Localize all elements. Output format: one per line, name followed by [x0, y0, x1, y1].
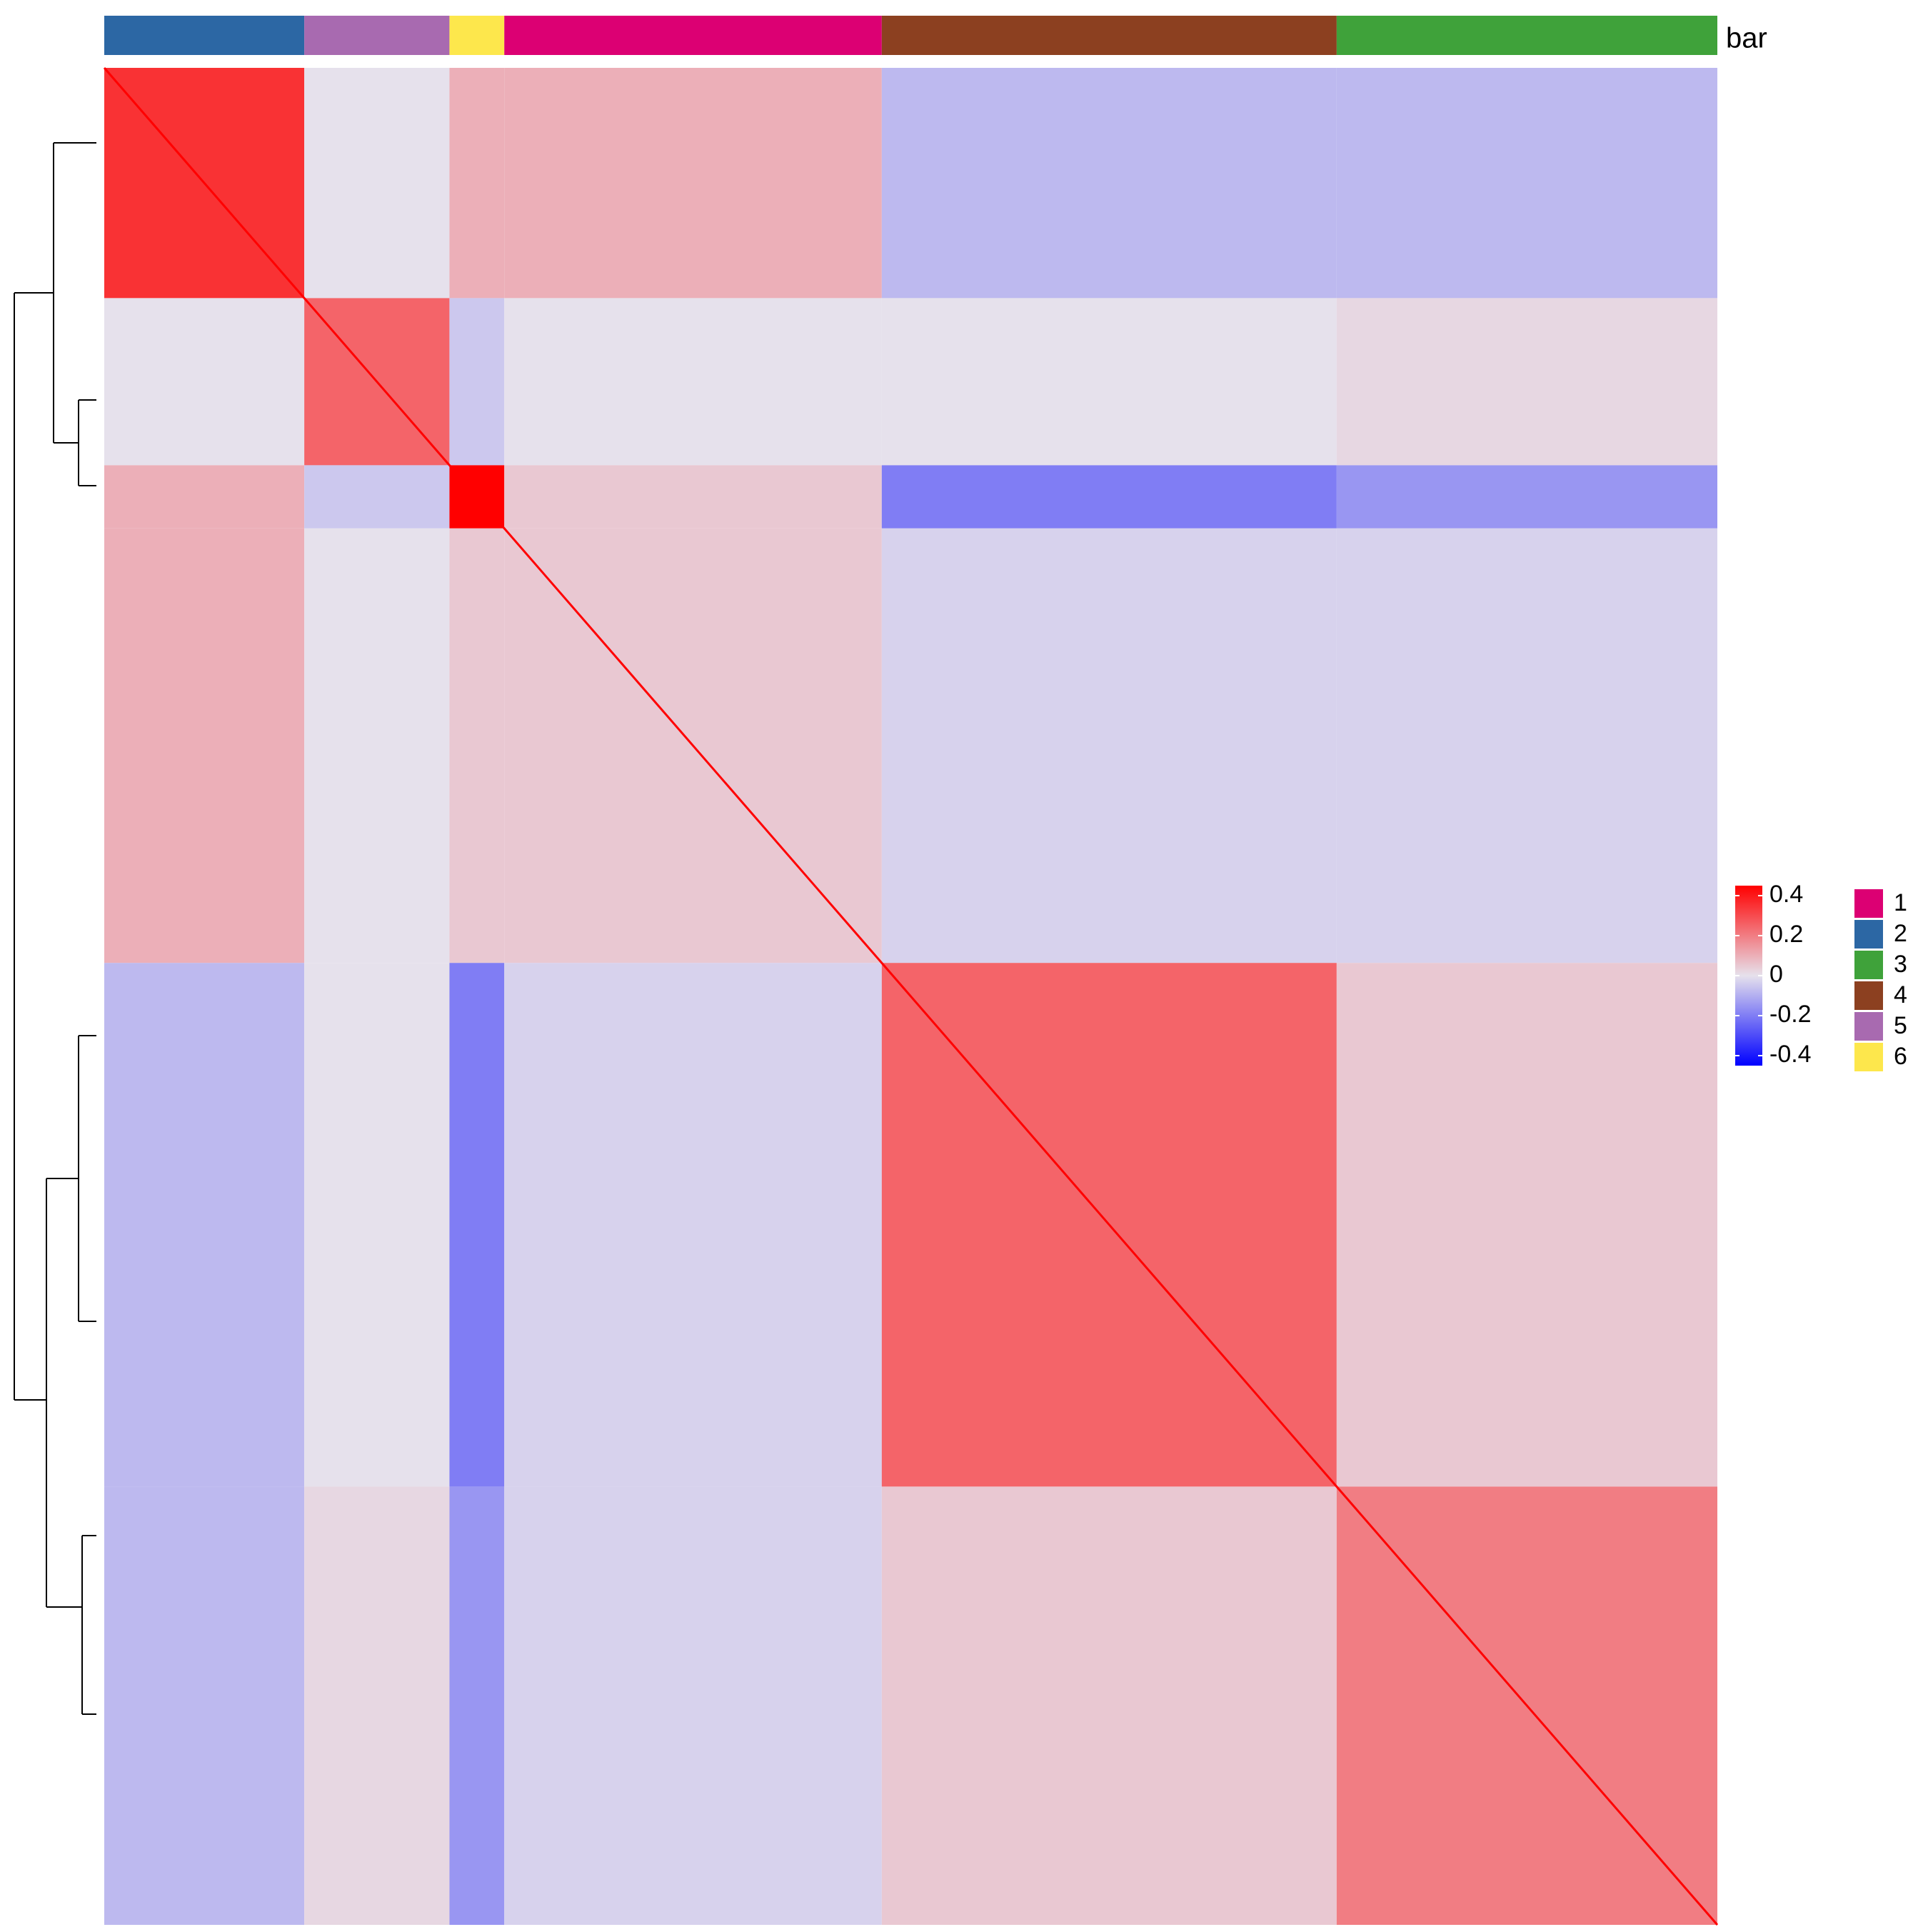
heatmap-cell: [504, 68, 882, 299]
heatmap-cell: [881, 298, 1337, 466]
heatmap-cell: [1336, 963, 1717, 1487]
heatmap-cell: [304, 963, 450, 1487]
annotation-segment: [1336, 16, 1717, 55]
heatmap-cell: [304, 68, 450, 299]
heatmap-cell: [1336, 465, 1717, 529]
heatmap-cell: [449, 1486, 505, 1925]
dendrogram: [14, 142, 96, 1715]
heatmap-cell: [449, 68, 505, 299]
legend-label: 6: [1894, 1043, 1907, 1070]
legend-label: 1: [1894, 889, 1907, 916]
annotation-segment: [104, 16, 305, 55]
heatmap-cell: [881, 528, 1337, 964]
heatmap-cell: [881, 68, 1337, 299]
legend-label: 4: [1894, 981, 1907, 1008]
legend-swatch: [1854, 1012, 1883, 1041]
colorbar: [1735, 886, 1762, 1066]
legend-swatch: [1854, 981, 1883, 1010]
heatmap-cell: [504, 1486, 882, 1925]
annotation-segment: [881, 16, 1337, 55]
legend-swatch: [1854, 889, 1883, 918]
colorbar-tick-label: 0.2: [1769, 921, 1803, 948]
heatmap-cell: [449, 963, 505, 1487]
heatmap-cell: [104, 963, 305, 1487]
heatmap-cell: [1336, 298, 1717, 466]
heatmap-cell: [104, 528, 305, 964]
legend-label: 2: [1894, 920, 1907, 947]
heatmap-cell: [504, 298, 882, 466]
heatmap-cell: [304, 465, 450, 529]
heatmap-cell: [449, 298, 505, 466]
colorbar-tick-label: 0: [1769, 961, 1783, 988]
annotation-segment: [449, 16, 505, 55]
colorbar-tick-label: 0.4: [1769, 881, 1803, 908]
annotation-name: bar: [1726, 23, 1767, 54]
heatmap-cell: [104, 465, 305, 529]
heatmap-cell: [104, 298, 305, 466]
heatmap-cell: [449, 528, 505, 964]
diagonal: [103, 67, 1719, 1926]
heatmap-cell: [304, 528, 450, 964]
heatmap-cell: [504, 465, 882, 529]
legend-swatch: [1854, 951, 1883, 979]
heatmap-cell: [504, 963, 882, 1487]
legend-swatch: [1854, 920, 1883, 949]
colorbar-tick-label: -0.4: [1769, 1041, 1812, 1068]
heatmap-cell: [1336, 68, 1717, 299]
legend-swatch: [1854, 1043, 1883, 1071]
colorbar-tick-label: -0.2: [1769, 1001, 1812, 1028]
legend-label: 3: [1894, 951, 1907, 978]
heatmap-cell: [1336, 528, 1717, 964]
heatmap-cell: [304, 1486, 450, 1925]
annotation-segment: [304, 16, 450, 55]
annotation-segment: [504, 16, 882, 55]
heatmap-cell: [104, 1486, 305, 1925]
heatmap-cell: [881, 465, 1337, 529]
legend-label: 5: [1894, 1012, 1907, 1039]
heatmap-cell: [881, 1486, 1337, 1925]
